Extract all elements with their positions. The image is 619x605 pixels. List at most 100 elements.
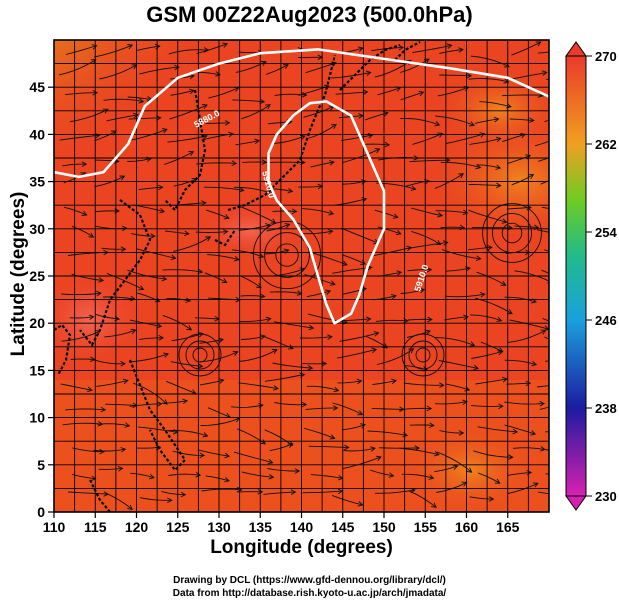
streamline: [128, 128, 168, 142]
streamline: [205, 475, 230, 482]
streamline: [435, 210, 468, 214]
x-tick-label: 115: [84, 519, 107, 535]
streamline-arrow: [201, 200, 207, 206]
streamline-arrow: [259, 98, 266, 105]
streamline-arrow: [154, 297, 161, 303]
x-tick-label: 110: [43, 519, 66, 535]
contour-line: [267, 100, 386, 325]
streamline-arrow: [431, 502, 437, 508]
streamline-arrow: [205, 236, 212, 242]
streamline-arrow: [156, 322, 163, 329]
streamline: [136, 446, 161, 449]
streamline: [166, 297, 191, 302]
streamline-arrow: [265, 104, 271, 110]
streamline: [203, 186, 244, 191]
streamline-arrow: [256, 283, 262, 289]
streamline: [65, 45, 97, 55]
streamline: [99, 64, 137, 80]
streamline-arrow: [185, 297, 192, 303]
streamline: [139, 497, 172, 501]
streamline: [512, 447, 545, 450]
streamline-arrow: [343, 444, 350, 451]
streamline-arrow: [558, 491, 562, 496]
x-tick-label: 125: [166, 519, 190, 535]
streamline: [267, 468, 300, 472]
streamline: [434, 401, 467, 405]
streamline-arrow: [375, 455, 382, 461]
streamline: [410, 207, 443, 217]
streamline: [444, 316, 468, 321]
streamline: [132, 204, 165, 213]
y-axis: 0 5 10 15 20 25 30 35 40 45: [29, 79, 54, 520]
streamline-arrow: [530, 430, 537, 436]
streamline-arrow: [259, 334, 266, 340]
streamline: [374, 60, 412, 78]
streamline: [98, 467, 123, 470]
colorbar-bottom-arrow: [565, 495, 587, 511]
streamline: [305, 62, 337, 74]
streamline: [131, 233, 155, 237]
streamline: [307, 313, 348, 324]
streamline: [299, 336, 332, 339]
y-tick-label: 20: [29, 315, 45, 331]
x-axis: 110 115 120 125 130 135 140 145 150 155 160 165: [43, 512, 520, 535]
streamline: [400, 117, 440, 126]
streamline: [305, 407, 338, 410]
streamline-arrow: [487, 244, 493, 251]
streamline-arrow: [124, 422, 131, 428]
streamline-arrow: [120, 246, 127, 252]
streamline-arrow: [329, 280, 336, 286]
streamline: [412, 44, 452, 54]
streamline-arrow: [435, 239, 442, 245]
streamline-arrow: [291, 208, 298, 215]
streamline-arrow: [333, 386, 340, 393]
streamline: [409, 159, 450, 163]
streamline-arrow: [506, 309, 513, 315]
streamline: [264, 373, 305, 382]
streamline: [438, 360, 479, 369]
streamline-arrow: [201, 133, 208, 140]
circulation-ring: [185, 340, 215, 370]
streamline-arrow: [224, 477, 230, 483]
streamline-arrow: [156, 115, 162, 121]
streamline-arrow: [231, 160, 238, 167]
streamline: [411, 230, 441, 245]
streamline: [469, 138, 501, 145]
streamline-arrow: [466, 467, 473, 473]
streamline-arrow: [535, 41, 542, 47]
streamline-arrow: [127, 504, 133, 510]
streamline: [308, 251, 348, 266]
circulation-ring: [192, 347, 208, 363]
x-tick-label: 165: [496, 519, 520, 535]
streamline-arrow: [384, 141, 391, 148]
streamline: [238, 318, 271, 323]
streamline-arrow: [224, 120, 231, 126]
streamline: [440, 161, 481, 169]
streamline: [509, 319, 549, 330]
streamline: [233, 451, 273, 464]
streamline: [435, 337, 475, 346]
streamline-arrow: [182, 398, 189, 405]
streamline: [238, 382, 279, 390]
streamline-arrow: [406, 245, 413, 252]
streamline: [161, 491, 186, 496]
streamline-arrow: [444, 157, 451, 164]
streamline-arrow: [138, 98, 145, 104]
streamline-arrow: [370, 446, 376, 452]
streamline-arrow: [167, 497, 173, 504]
streamline: [303, 106, 334, 118]
streamline: [208, 87, 239, 99]
colorbar-top-arrow: [565, 41, 587, 57]
colorbar-tick-label: 246: [595, 313, 617, 328]
streamline-arrow: [541, 70, 548, 76]
streamline: [514, 225, 539, 229]
streamline: [337, 348, 377, 359]
streamline-arrow: [202, 432, 209, 438]
streamline-arrow: [88, 314, 95, 320]
streamline: [335, 91, 368, 95]
streamline-arrow: [331, 61, 337, 67]
streamline: [93, 448, 126, 452]
streamline-arrow: [466, 72, 473, 79]
streamline: [200, 417, 240, 426]
streamline: [341, 424, 366, 431]
